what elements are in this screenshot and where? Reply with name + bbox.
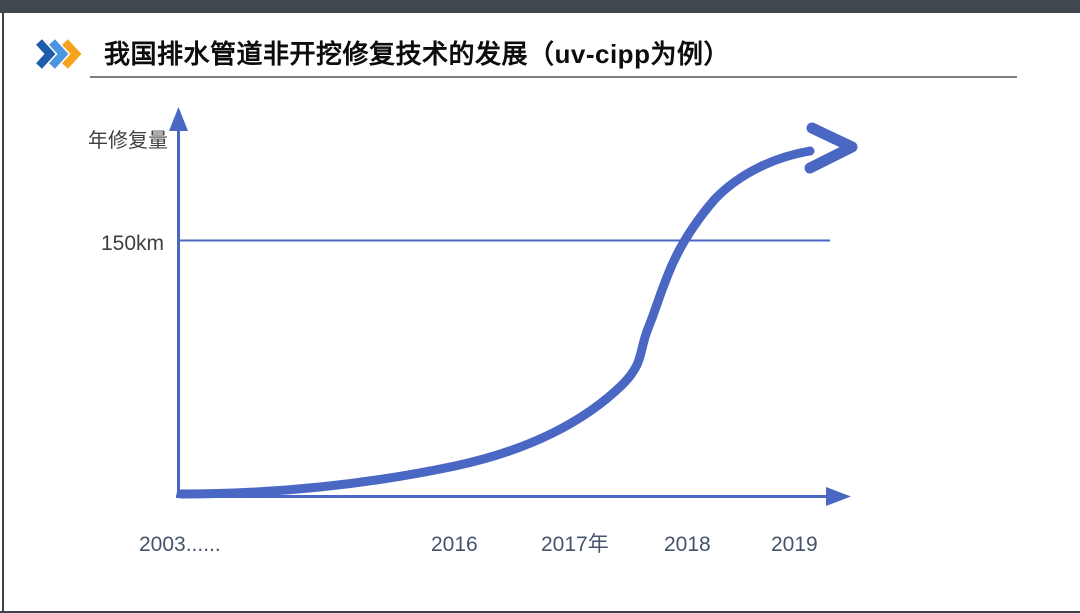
page-title: 我国排水管道非开挖修复技术的发展（uv-cipp为例）	[104, 39, 730, 69]
slide-top-bar	[0, 0, 1080, 13]
y-axis-label: 年修复量	[88, 129, 168, 152]
x-tick-2016: 2016	[431, 533, 478, 556]
reference-line-label: 150km	[101, 232, 164, 255]
slide-bottom-border	[0, 611, 1080, 613]
x-axis-arrow-icon	[826, 487, 851, 506]
x-tick-2018: 2018	[664, 533, 711, 556]
x-tick-2017: 2017年	[541, 533, 609, 556]
slide-left-border	[2, 13, 4, 611]
x-tick-2019: 2019	[771, 533, 818, 556]
y-axis-arrow-icon	[169, 107, 188, 131]
growth-curve	[176, 146, 815, 499]
growth-curve-arrow-icon	[804, 122, 858, 174]
x-tick-2003: 2003......	[139, 533, 221, 556]
title-underline	[90, 76, 1017, 78]
triple-chevron-icon	[36, 39, 82, 69]
